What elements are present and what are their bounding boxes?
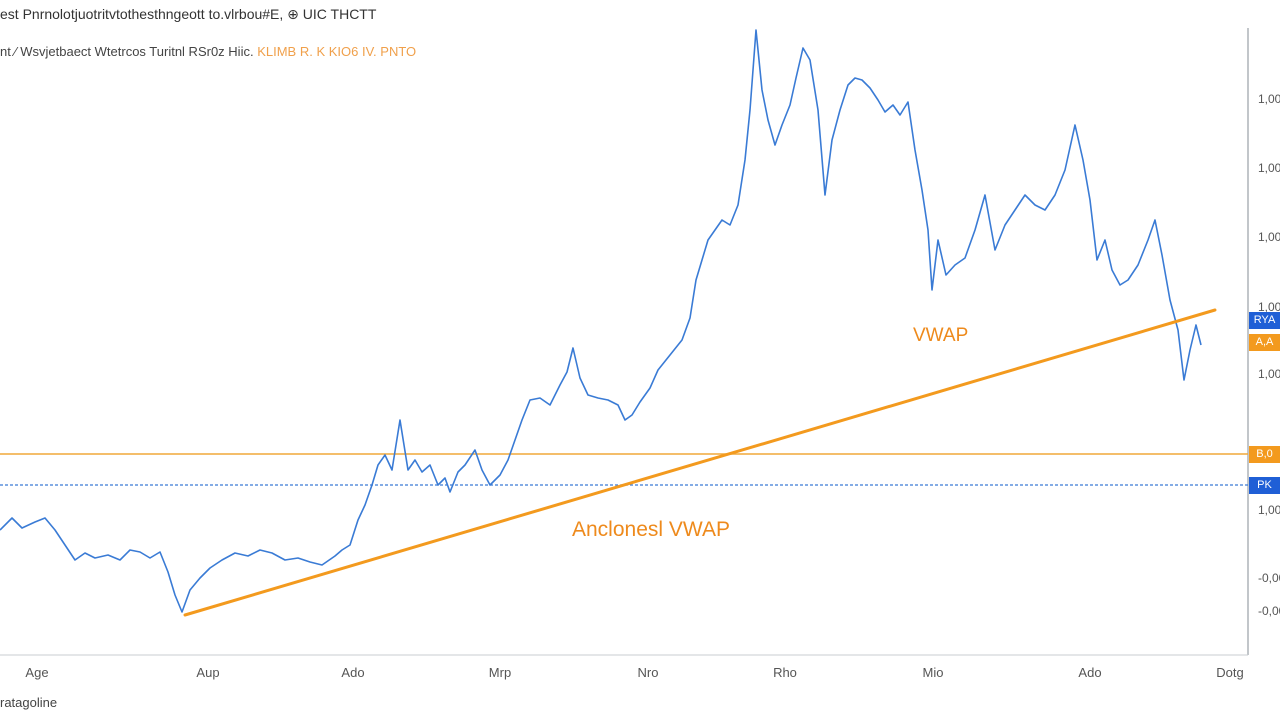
price-tag: PK <box>1249 477 1280 494</box>
chart-legend: nt ⁄ Wsvjetbaect Wtetrcos Turitnl RSr0z … <box>0 44 416 59</box>
annotation-label: VWAP <box>913 325 968 346</box>
price-tag: B,0 <box>1249 446 1280 463</box>
y-tick-label: 1,00 <box>1258 367 1280 381</box>
x-tick-label: Ado <box>1078 665 1101 680</box>
y-tick-label: 1,00 <box>1258 161 1280 175</box>
y-tick-label: 1,00 <box>1258 230 1280 244</box>
y-tick-label: 1,00 <box>1258 92 1280 106</box>
x-tick-label: Dotg <box>1216 665 1243 680</box>
price-tag: RYA <box>1249 312 1280 329</box>
legend-text-orange: KLIMB R. K KIO6 IV. PNTO <box>257 44 417 59</box>
x-tick-label: Nro <box>638 665 659 680</box>
y-tick-label: 1,00 <box>1258 503 1280 517</box>
x-tick-label: Rho <box>773 665 797 680</box>
anchored-vwap-line <box>183 308 1217 617</box>
legend-text: nt ⁄ Wsvjetbaect Wtetrcos Turitnl RSr0z … <box>0 44 254 59</box>
footer-label: ratagoline <box>0 695 58 710</box>
price-tag: A,A <box>1249 334 1280 351</box>
y-tick-label: 1,00 <box>1258 300 1280 314</box>
x-tick-label: Mrp <box>489 665 511 680</box>
price-series-line <box>0 29 1202 613</box>
chart-title: est Pnrnolotjuotritvtothesthngeott to.vl… <box>0 6 377 22</box>
x-tick-label: Ado <box>341 665 364 680</box>
x-tick-label: Aup <box>196 665 219 680</box>
x-tick-label: Mio <box>923 665 944 680</box>
y-tick-label: -0,00 <box>1258 571 1280 585</box>
x-tick-label: Age <box>25 665 48 680</box>
annotation-label: Anclonesl VWAP <box>572 518 730 541</box>
y-tick-label: -0,00 <box>1258 604 1280 618</box>
